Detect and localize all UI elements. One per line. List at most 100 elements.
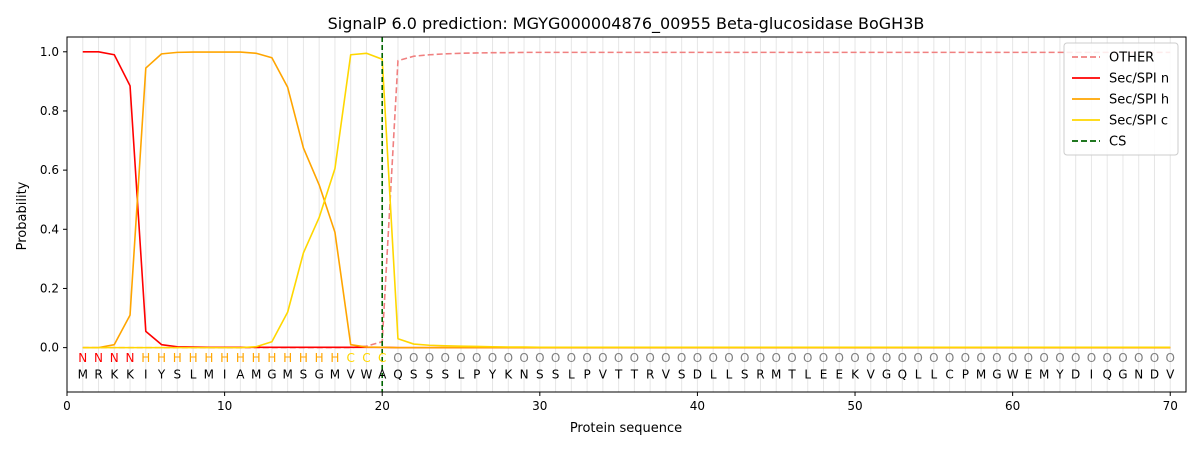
predicted-label: O [1008, 351, 1017, 365]
predicted-label: O [708, 351, 717, 365]
sequence-residue: S [300, 368, 308, 382]
x-axis-label: Protein sequence [570, 421, 682, 436]
predicted-label: O [567, 351, 576, 365]
predicted-label: N [78, 351, 87, 365]
predicted-label: H [204, 351, 213, 365]
grid-layer [82, 37, 1171, 392]
sequence-residue: A [236, 368, 245, 382]
sequence-residue: W [361, 368, 373, 382]
sequence-residue: V [867, 368, 876, 382]
sequence-residue: V [662, 368, 671, 382]
sequence-residue: K [504, 368, 513, 382]
predicted-label: O [1134, 351, 1143, 365]
sequence-residue: D [693, 368, 702, 382]
y-tick-label: 0.6 [40, 163, 59, 177]
predicted-label: O [1166, 351, 1175, 365]
predicted-label: O [630, 351, 639, 365]
sequence-residue: L [710, 368, 717, 382]
predicted-label: O [661, 351, 670, 365]
predicted-label: H [173, 351, 182, 365]
legend: OTHER Sec/SPI n Sec/SPI h Sec/SPI c CS [1063, 42, 1179, 156]
y-tick-label: 0.4 [40, 222, 59, 236]
predicted-label: C [362, 351, 370, 365]
predicted-label: O [882, 351, 891, 365]
predicted-label: O [771, 351, 780, 365]
predicted-label: O [898, 351, 907, 365]
sequence-residue: L [804, 368, 811, 382]
x-tick-label: 0 [63, 399, 71, 413]
sequence-residue: Q [898, 368, 907, 382]
sequence-residue: M [330, 368, 340, 382]
series-layer [82, 37, 1171, 392]
sequence-residue: G [1118, 368, 1127, 382]
predicted-label: O [976, 351, 985, 365]
x-tick-label: 60 [1005, 399, 1020, 413]
sequence-residue: R [756, 368, 764, 382]
sequence-residue: S [678, 368, 686, 382]
predicted-label: C [378, 351, 386, 365]
predicted-label: O [992, 351, 1001, 365]
predicted-label: O [740, 351, 749, 365]
sequence-residue: M [251, 368, 261, 382]
x-tick-label: 70 [1163, 399, 1178, 413]
y-tick-label: 0.8 [40, 104, 59, 118]
predicted-label: N [126, 351, 135, 365]
predicted-label: O [913, 351, 922, 365]
predicted-label: H [157, 351, 166, 365]
sequence-residue: N [1134, 368, 1143, 382]
legend-label: Sec/SPI h [1109, 93, 1169, 108]
sequence-residue: E [1025, 368, 1033, 382]
sequence-residue: I [1090, 368, 1094, 382]
sequence-residue: C [945, 368, 953, 382]
sequence-residue: L [190, 368, 197, 382]
sequence-residue: I [144, 368, 148, 382]
predicted-label: N [110, 351, 119, 365]
sequence-residue: K [851, 368, 860, 382]
predicted-label: O [1024, 351, 1033, 365]
predicted-label: H [330, 351, 339, 365]
axis-ticks: 0 10 20 30 40 50 60 70 0.0 0.2 0.4 0.6 0.8 1.0 [40, 45, 1178, 413]
legend-label: OTHER [1109, 51, 1154, 66]
x-tick-label: 40 [690, 399, 705, 413]
x-tick-label: 50 [847, 399, 862, 413]
sequence-residue: S [174, 368, 182, 382]
predicted-label: H [189, 351, 198, 365]
predicted-label: O [693, 351, 702, 365]
predicted-label: O [756, 351, 765, 365]
predicted-label: O [1071, 351, 1080, 365]
sequence-residue: I [223, 368, 227, 382]
sequence-residue: S [741, 368, 749, 382]
x-tick-label: 20 [375, 399, 390, 413]
predicted-label: O [1102, 351, 1111, 365]
x-tick-label: 10 [217, 399, 232, 413]
sequence-residue: G [315, 368, 324, 382]
sequence-residue: G [992, 368, 1001, 382]
sequence-residue: S [410, 368, 418, 382]
sequence-residue: K [126, 368, 135, 382]
plot-frame [66, 36, 1187, 393]
predicted-label: O [819, 351, 828, 365]
predicted-label: O [1118, 351, 1127, 365]
sequence-residue: Y [157, 368, 166, 382]
legend-label: Sec/SPI n [1109, 72, 1169, 87]
predicted-label: O [551, 351, 560, 365]
legend-label: Sec/SPI c [1109, 114, 1168, 129]
sequence-residue: Y [1055, 368, 1064, 382]
sequence-residue: L [726, 368, 733, 382]
predicted-label: H [283, 351, 292, 365]
sequence-residue: P [473, 368, 480, 382]
sequence-residue: G [882, 368, 891, 382]
y-tick-label: 0.2 [40, 281, 59, 295]
sequence-residue: T [787, 368, 796, 382]
predicted-label: H [252, 351, 261, 365]
sequence-residue: S [536, 368, 544, 382]
predicted-label: O [504, 351, 513, 365]
predicted-label: O [803, 351, 812, 365]
predicted-label: N [94, 351, 103, 365]
predicted-label: H [315, 351, 324, 365]
predicted-label: O [582, 351, 591, 365]
sequence-residue: L [458, 368, 465, 382]
predicted-label: O [1055, 351, 1064, 365]
